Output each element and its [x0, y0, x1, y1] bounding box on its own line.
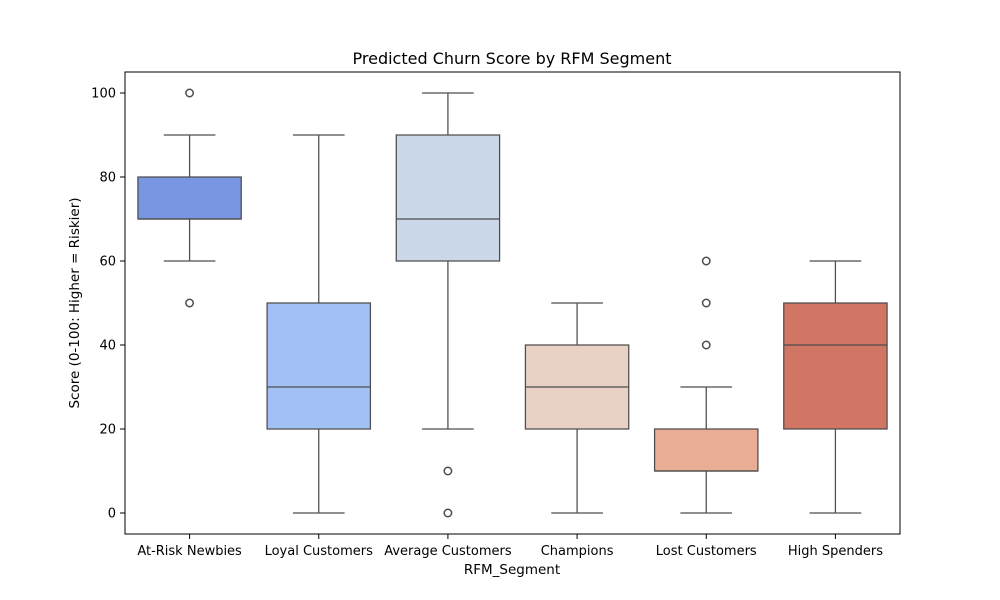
outlier-point-at-risk-newbies — [185, 298, 195, 308]
y-tick-label: 60 — [99, 255, 116, 270]
y-tick-label: 20 — [99, 423, 116, 438]
outlier-point-lost-customers — [701, 256, 711, 266]
outlier-point-lost-customers — [701, 298, 711, 308]
box-average-customers — [395, 134, 501, 262]
chart-title: Predicted Churn Score by RFM Segment — [353, 49, 672, 68]
y-axis-label: Score (0-100: Higher = Riskier) — [67, 197, 83, 408]
y-tick-label: 0 — [108, 507, 116, 522]
outlier-point-average-customers — [443, 508, 453, 518]
x-tick-label: Loyal Customers — [265, 544, 374, 559]
x-tick-label: At-Risk Newbies — [137, 544, 242, 559]
plot-area: 0 20 40 60 80 100 At-Risk Newbies Loyal Custome… — [91, 71, 901, 559]
x-tick-label: Lost Customers — [656, 544, 757, 559]
outlier-point-average-customers — [443, 466, 453, 476]
outlier-point-lost-customers — [701, 340, 711, 350]
x-axis-label: RFM_Segment — [464, 562, 560, 578]
x-tick-label: High Spenders — [788, 544, 883, 559]
y-tick-label: 80 — [99, 171, 116, 186]
box-high-spenders — [783, 302, 888, 430]
y-tick-label: 40 — [99, 339, 116, 354]
plot-frame — [124, 71, 901, 535]
x-tick-label: Average Customers — [384, 544, 512, 559]
outlier-point-at-risk-newbies — [185, 88, 195, 98]
box-at-risk-newbies — [137, 176, 242, 220]
x-tick-label: Champions — [541, 544, 614, 559]
box-lost-customers — [653, 428, 759, 472]
box-loyal-customers — [266, 302, 372, 430]
y-tick-label: 100 — [91, 87, 116, 102]
